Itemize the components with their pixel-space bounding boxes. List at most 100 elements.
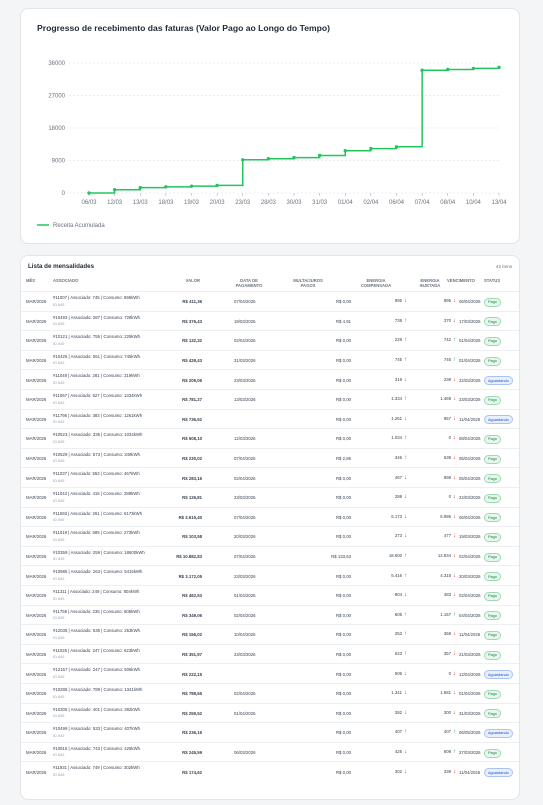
data-point [369,146,373,151]
associate-label[interactable]: #11795 | Associado: 383 | Consumo: 1261k… [53,412,143,418]
energy-injected-value: 238 [443,376,451,382]
cell-status: Pago [484,611,501,621]
table-row[interactable]: MAR/2026 #10529 | Associado: 573 | Consum… [21,447,519,468]
table-row[interactable]: MAR/2026 #11043 | Associado: 415 | Consum… [21,487,519,507]
table-row[interactable]: MAR/2026 #10425 | Associado: 551 | Consum… [21,349,519,370]
arrow-up-icon: ↑ [404,572,407,579]
table-row[interactable]: MAR/2026 #10305 | Associado: 401 | Consum… [21,702,519,723]
status-badge: Pago [484,532,501,542]
associate-label[interactable]: #11043 | Associado: 415 | Consumo: 288kW… [53,491,140,496]
table-row[interactable]: MAR/2026 #11759 | Associado: 235 | Consum… [21,604,519,625]
cell-energy-injected: 477 ↓ [444,533,456,539]
table-row[interactable]: MAR/2026 #11019 | Associado: 685 | Consum… [21,526,519,546]
arrow-down-icon: ↓ [453,631,456,638]
table-row[interactable]: MAR/2026 #11049 | Associado: 281 | Consum… [21,369,519,389]
table-row[interactable]: MAR/2026 #11067 | Associado: 527 | Consum… [21,389,519,409]
arrow-down-icon: ↓ [453,572,456,579]
cell-energy-compensated: 302 ↓ [395,769,407,775]
col-header-fines-line2: PAGOS [300,283,316,288]
cell-due-date: 02/04/2026 [459,554,481,560]
associate-label[interactable]: #10359 | Associado: 259 | Consumo: 18600… [53,549,145,555]
arrow-up-icon: ↑ [404,729,407,736]
col-header-energy-compensated-line1: ENERGIA [366,278,386,283]
table-row[interactable]: MAR/2026 #11931 | Associado: 749 | Consum… [21,761,519,781]
cell-energy-compensated: 1.261 ↓ [391,416,407,422]
associate-label[interactable]: #10305 | Associado: 401 | Consumo: 392kW… [53,706,141,712]
table-row[interactable]: MAR/2026 #10493 | Associado: 287 | Consum… [21,310,519,331]
associate-id: ID 845 [53,732,65,738]
cell-fines: R$ 0,00 [335,710,351,716]
associate-label[interactable]: #11067 | Associado: 527 | Consumo: 1334k… [53,393,143,398]
table-row[interactable]: MAR/2026 #10815 | Associado: 743 | Consum… [21,741,519,762]
cell-value: R$ 230,02 [182,456,202,462]
col-header-status[interactable]: STATUS [484,278,501,283]
associate-label[interactable]: #11931 | Associado: 749 | Consumo: 302kW… [53,765,140,771]
table-row[interactable]: MAR/2026 #12157 | Associado: 247 | Consum… [21,663,519,683]
cell-fines: R$ 0,00 [335,612,351,618]
table-row[interactable]: MAR/2026 #10499 | Associado: 533 | Consum… [21,722,519,742]
associate-label[interactable]: #10985 | Associado: 263 | Consumo: 5416k… [53,569,143,575]
associate-label[interactable]: #11025 | Associado: 247 | Consumo: 623kW… [53,647,140,653]
table-row[interactable]: MAR/2026 #11007 | Associado: 745 | Consum… [21,291,519,311]
associate-label[interactable]: #10285 | Associado: 789 | Consumo: 1341k… [53,687,143,692]
cell-energy-compensated: 1.034 ↑ [391,435,407,441]
associate-label[interactable]: #11311 | Associado: 249 | Consumo: 804kW… [53,589,140,594]
col-header-energy-compensated[interactable]: ENERGIA COMPENSADA [351,278,401,288]
table-row[interactable]: MAR/2026 #11795 | Associado: 383 | Consum… [21,408,519,429]
associate-label[interactable]: #10499 | Associado: 533 | Consumo: 407kW… [53,726,141,732]
associate-id: ID 845 [53,399,65,405]
cell-payment-date: 10/04/2026 [234,632,256,638]
status-badge: Pago [484,748,501,758]
table-row[interactable]: MAR/2026 #11025 | Associado: 247 | Consum… [21,643,519,664]
col-header-fines[interactable]: MULTA/JUROS PAGOS [283,278,333,288]
data-point [394,145,399,149]
associate-label[interactable]: #11759 | Associado: 235 | Consumo: 605kW… [53,608,140,614]
table-row[interactable]: MAR/2026 #11037 | Associado: 553 | Consum… [21,467,519,487]
energy-injected-value: 339 [443,768,451,774]
cell-due-date: 19/03/2026 [459,534,481,540]
cell-payment-date: 07/04/2026 [234,456,256,462]
associate-label[interactable]: #11049 | Associado: 281 | Consumo: 319kW… [53,373,140,379]
cell-payment-date: 01/04/2026 [234,593,256,599]
associate-label[interactable]: #10121 | Associado: 755 | Consumo: 229kW… [53,334,141,340]
associate-label[interactable]: #11037 | Associado: 553 | Consumo: 467kW… [53,471,140,477]
cell-associate: #10359 | Associado: 259 | Consumo: 18600… [53,550,165,562]
status-badge: Pago [484,317,501,327]
data-point [266,156,271,161]
associate-label[interactable]: #10493 | Associado: 287 | Consumo: 728kW… [53,314,141,320]
col-header-due-date[interactable]: VENCIMENTO [447,278,475,283]
cell-energy-injected: 895 ↓ [444,298,456,304]
col-header-associate[interactable]: ASSOCIADO [53,278,79,283]
table-row[interactable]: MAR/2026 #11693 | Associado: 261 | Consum… [21,506,519,527]
arrow-up-icon: ↑ [453,729,456,736]
arrow-down-icon: ↓ [404,592,407,599]
cell-value: R$ 156,02 [182,632,202,638]
associate-label[interactable]: #10523 | Associado: 335 | Consumo: 1034k… [53,432,143,438]
table-row[interactable]: MAR/2026 #10285 | Associado: 789 | Consum… [21,683,519,703]
table-row[interactable]: MAR/2026 #10523 | Associado: 335 | Consum… [21,428,519,448]
table-row[interactable]: MAR/2026 #11311 | Associado: 249 | Consum… [21,585,519,605]
associate-label[interactable]: #11019 | Associado: 685 | Consumo: 273kW… [53,530,140,536]
associate-label[interactable]: #11007 | Associado: 745 | Consumo: 895kW… [53,295,140,300]
cell-due-date: 27/03/2026 [459,750,481,756]
table-row[interactable]: MAR/2026 #10121 | Associado: 755 | Consum… [21,330,519,350]
cell-fines: R$ 0,00 [335,730,351,736]
col-header-payment-date[interactable]: DATA DE PAGAMENTO [229,278,269,288]
col-header-energy-injected[interactable]: ENERGIA INJETADA [409,278,451,288]
table-row[interactable]: MAR/2026 #10359 | Associado: 259 | Consum… [21,545,519,566]
col-header-value[interactable]: VALOR [185,278,200,283]
energy-injected-value: 0 [448,494,451,500]
associate-label[interactable]: #10529 | Associado: 573 | Consumo: 349kW… [53,451,141,457]
associate-label[interactable]: #10425 | Associado: 551 | Consumo: 745kW… [53,353,141,359]
associate-label[interactable]: #11693 | Associado: 261 | Consumo: 6173k… [53,510,143,516]
associate-label[interactable]: #12157 | Associado: 247 | Consumo: 506kW… [53,667,141,673]
cell-associate: #12157 | Associado: 247 | Consumo: 506kW… [53,667,165,679]
col-header-month[interactable]: MÊS [26,278,36,283]
table-row[interactable]: MAR/2026 #10985 | Associado: 263 | Consum… [21,565,519,585]
associate-label[interactable]: #12035 | Associado: 535 | Consumo: 253kW… [53,628,141,634]
cell-energy-injected: 0 ↓ [449,435,456,441]
status-badge: Pago [484,591,501,601]
table-row[interactable]: MAR/2026 #12035 | Associado: 535 | Consum… [21,624,519,644]
associate-label[interactable]: #10815 | Associado: 743 | Consumo: 425kW… [53,745,141,751]
status-badge: Aguardando [484,728,513,738]
